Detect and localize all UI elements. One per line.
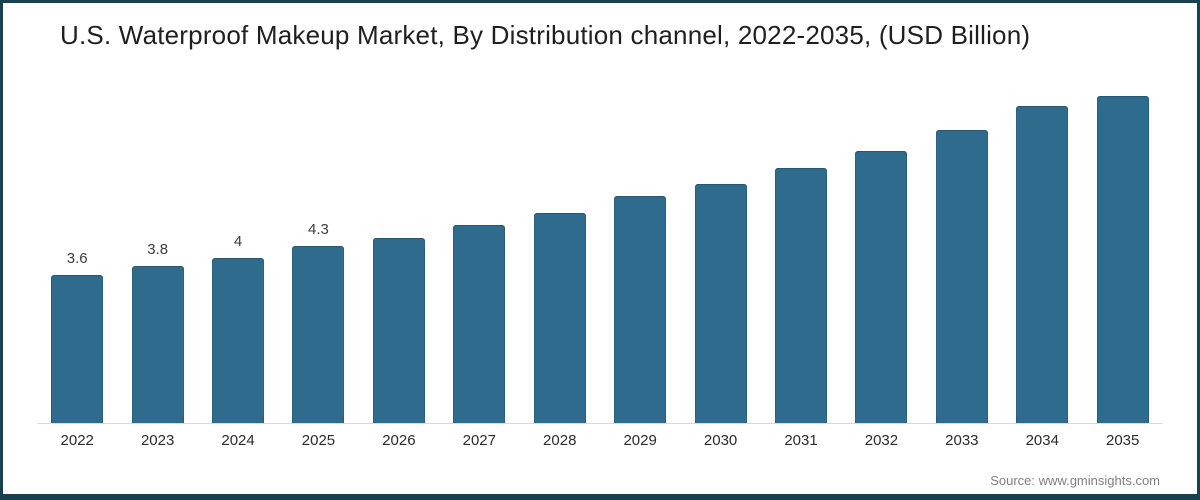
x-axis-tick-label: 2035	[1106, 432, 1140, 449]
x-axis-tick-label: 2022	[60, 432, 94, 449]
bar-column	[359, 71, 439, 423]
bar-value-label: 4.3	[308, 221, 329, 238]
bar	[372, 238, 425, 423]
x-axis-tick-label: 2025	[301, 432, 336, 449]
bar-column: 4	[198, 71, 278, 423]
bar-column	[761, 71, 841, 423]
bar-value-label: 4	[233, 233, 243, 250]
x-axis-tick-label: 2023	[140, 432, 175, 449]
bar-column: 4.3	[278, 71, 358, 423]
x-axis-tick-label: 2034	[1025, 432, 1059, 449]
source-credit: Source: www.gminsights.com	[990, 473, 1160, 488]
bar-column	[1082, 71, 1162, 423]
bar-column	[680, 71, 760, 423]
bar-column	[439, 71, 519, 423]
plot-area: 3.6 3.8 4 4.3	[37, 71, 1163, 424]
bar	[935, 130, 988, 423]
bar-column: 3.8	[117, 71, 197, 423]
bar	[1096, 96, 1149, 423]
bar	[292, 246, 345, 423]
bar-column	[922, 71, 1002, 423]
x-axis-tick-label: 2033	[945, 432, 979, 449]
bar-column	[600, 71, 680, 423]
bar	[694, 184, 747, 423]
bar	[533, 213, 586, 423]
x-axis-tick-label: 2028	[543, 432, 577, 449]
bar-value-label: 3.8	[147, 241, 169, 258]
x-axis-tick-label: 2030	[703, 432, 738, 449]
bar	[1016, 106, 1069, 423]
bar	[855, 151, 908, 423]
bar	[51, 275, 104, 423]
bar	[614, 196, 667, 423]
bar-value-label: 3.6	[66, 250, 88, 267]
bar-column	[520, 71, 600, 423]
x-axis-tick-label: 2026	[382, 432, 416, 449]
bar	[212, 258, 265, 423]
bar-column	[1002, 71, 1082, 423]
x-axis-tick-label: 2032	[864, 432, 899, 449]
chart-title: U.S. Waterproof Makeup Market, By Distri…	[60, 20, 1031, 50]
bar-column: 3.6	[37, 71, 117, 423]
bar	[775, 168, 827, 423]
bar	[453, 225, 506, 423]
x-axis-tick-label: 2029	[623, 432, 657, 449]
bar	[131, 266, 184, 423]
x-axis-tick-label: 2027	[462, 432, 496, 449]
x-axis-labels: 2022 2023 2024 2025 2026 2027 2028 2029 2030 2031…	[37, 432, 1163, 449]
x-axis-tick-label: 2031	[784, 432, 818, 449]
x-axis-tick-label: 2024	[221, 432, 255, 449]
bar-column	[841, 71, 921, 423]
